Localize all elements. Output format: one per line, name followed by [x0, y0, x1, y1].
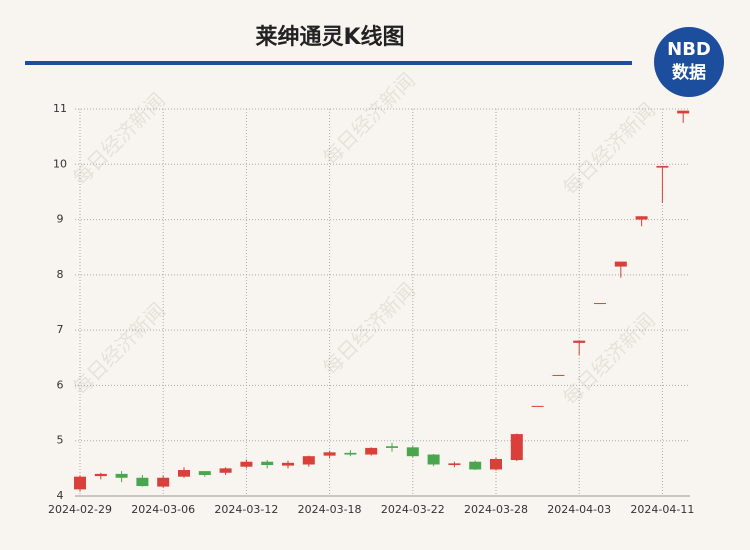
logo-badge [654, 27, 724, 97]
x-tick-label: 2024-03-22 [381, 503, 445, 516]
y-tick-label: 6 [57, 378, 64, 391]
logo-bottom: 数据 [672, 62, 706, 83]
candle-body [282, 462, 294, 466]
candle-body [552, 374, 565, 376]
candle-body [469, 461, 482, 470]
candle-body [323, 452, 336, 456]
y-tick-label: 4 [57, 489, 64, 502]
watermark: 每日经济新闻 [68, 298, 170, 400]
y-tick-label: 7 [57, 323, 64, 336]
candle-body [427, 454, 440, 465]
candle-body [677, 110, 690, 114]
candle-body [344, 452, 357, 455]
candle-body [490, 458, 502, 470]
y-tick-label: 9 [57, 213, 64, 226]
watermark: 每日经济新闻 [318, 68, 420, 170]
candle-body [302, 456, 315, 465]
watermark: 每日经济新闻 [558, 98, 660, 200]
candle-body [178, 470, 190, 477]
candle-body [656, 165, 669, 168]
chart-title: 莱绅通灵K线图 [255, 24, 404, 50]
x-tick-label: 2024-02-29 [48, 503, 112, 516]
candle-body [261, 461, 274, 466]
candle-body [157, 477, 170, 487]
x-tick-label: 2024-03-06 [131, 503, 195, 516]
candle-body [219, 468, 232, 473]
candle-body [510, 434, 523, 461]
candle-body [448, 463, 461, 466]
candle-body [136, 477, 149, 487]
candle-body [573, 340, 586, 343]
x-tick-label: 2024-03-18 [298, 503, 362, 516]
candle-body [240, 461, 253, 467]
candle-body [531, 405, 544, 407]
watermark: 每日经济新闻 [318, 278, 420, 380]
plot: 4 5 6 7 8 9 10 11 2024-02-29 2024-03-06 2024-03-12… [48, 102, 694, 516]
x-tick-label: 2024-03-12 [214, 503, 278, 516]
candle-body [115, 473, 128, 478]
candle-body [614, 261, 627, 267]
y-tick-label: 10 [53, 157, 67, 170]
x-tick-label: 2024-04-11 [630, 503, 694, 516]
candle-body [74, 476, 86, 490]
candle-body [406, 447, 419, 457]
candle-body [198, 471, 211, 475]
candle-body [635, 216, 648, 220]
candle-body [594, 303, 606, 305]
x-tick-label: 2024-03-28 [464, 503, 528, 516]
watermark: 每日经济新闻 [558, 308, 660, 410]
candle-body [365, 447, 378, 455]
y-tick-label: 8 [57, 268, 64, 281]
watermark: 每日经济新闻 [68, 88, 170, 190]
y-tick-label: 11 [53, 102, 67, 115]
logo-top: NBD [667, 39, 711, 60]
candle-body [386, 446, 398, 448]
candle-body [94, 473, 107, 477]
y-tick-label: 5 [57, 434, 64, 447]
x-tick-label: 2024-04-03 [547, 503, 611, 516]
